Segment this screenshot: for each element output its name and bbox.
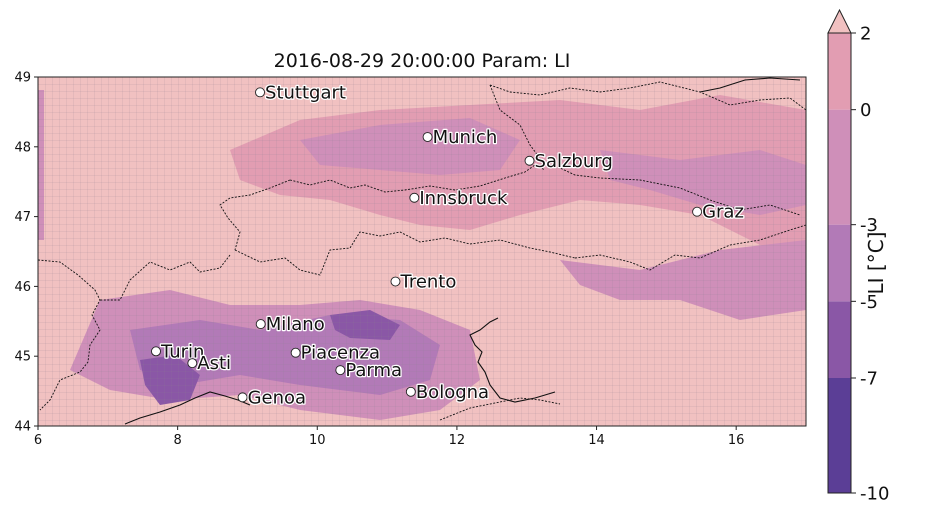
city-marker: Asti: [187, 352, 232, 375]
map-title: 2016-08-29 20:00:00 Param: LI: [273, 50, 571, 72]
city-marker: Salzburg: [524, 150, 614, 173]
city-dot: [151, 346, 161, 357]
coastline: [124, 77, 801, 425]
colorbar-segment: [828, 109, 851, 225]
city-marker: Munich: [422, 126, 498, 149]
x-tick-label: 6: [34, 433, 42, 448]
colorbar-ticks: -10 -7 -5 -3 0 2: [851, 24, 889, 505]
city-label: Trento: [399, 272, 456, 293]
colorbar-segment: [828, 33, 851, 110]
country-borders: [38, 81, 806, 421]
city-dot: [390, 276, 401, 287]
colorbar-tick-label: -5: [860, 292, 878, 313]
city-marker: Stuttgart: [255, 81, 347, 105]
colorbar-tick-label: 0: [860, 100, 871, 121]
city-dot: [409, 192, 420, 203]
city-label: Parma: [345, 360, 402, 381]
city-marker: Turin: [151, 340, 206, 364]
colorbar-title: LI [°C]: [864, 232, 888, 295]
y-tick-label: 48: [14, 140, 31, 155]
map-frame: [37, 76, 807, 427]
y-tick-label: 44: [14, 420, 31, 435]
city-dot: [405, 386, 416, 397]
city-marker: Innsbruck: [409, 187, 509, 210]
city-marker: Genoa: [237, 386, 307, 410]
colorbar-segments: [828, 33, 851, 493]
city-label: Bologna: [416, 382, 489, 403]
city-label: Innsbruck: [419, 188, 508, 209]
city-label: Turin: [160, 341, 204, 362]
city-label: Stuttgart: [265, 82, 346, 103]
city-label: Asti: [197, 353, 231, 374]
y-tick-label: 47: [14, 210, 31, 225]
city-dot: [237, 392, 248, 403]
y-tick-label: 46: [14, 280, 31, 295]
city-dot: [692, 206, 703, 217]
city-dot: [290, 347, 301, 358]
city-label: Graz: [702, 202, 744, 223]
city-dot: [422, 132, 433, 142]
y-tick-label: 45: [14, 350, 31, 365]
colorbar-segment: [828, 224, 851, 302]
x-tick-label: 16: [728, 433, 745, 448]
city-marker: Trento: [390, 270, 458, 294]
city-marker: Parma: [335, 359, 403, 382]
city-label: Milano: [266, 314, 325, 335]
city-dot: [524, 155, 535, 166]
colorbar-segment: [828, 378, 851, 493]
colorbar-tick-label: -10: [860, 484, 889, 505]
city-dot: [187, 358, 198, 369]
x-axis-ticks: 6 8 10 12 14 16: [34, 426, 745, 448]
city-dot: [255, 319, 266, 330]
city-marker: Bologna: [405, 381, 490, 404]
city-dot: [255, 87, 265, 98]
city-label: Piacenza: [301, 343, 380, 364]
x-tick-label: 8: [173, 433, 181, 448]
city-dot: [335, 365, 346, 376]
x-tick-label: 12: [449, 433, 466, 448]
colorbar-tick-label: -3: [860, 215, 878, 236]
model-grid: [38, 77, 806, 426]
city-marker: Piacenza: [290, 341, 381, 365]
colorbar-tick-label: 2: [860, 24, 871, 45]
colorbar-extend-triangle: [827, 8, 852, 34]
colorbar-tick-label: -7: [860, 369, 878, 390]
colorbar-segment: [828, 301, 851, 378]
colorbar-frame: [827, 32, 852, 494]
city-markers: Stuttgart Munich Salzburg Innsbruck Graz Tren…: [151, 81, 745, 410]
city-label: Salzburg: [535, 151, 613, 172]
x-tick-label: 10: [309, 433, 326, 448]
city-marker: Graz: [692, 200, 745, 224]
y-axis-ticks: 44 45 46 47 48 49: [14, 71, 38, 435]
city-label: Munich: [433, 127, 498, 148]
y-tick-label: 49: [14, 71, 31, 86]
city-marker: Milano: [255, 313, 326, 336]
x-tick-label: 14: [588, 433, 605, 448]
city-label: Genoa: [248, 387, 306, 408]
